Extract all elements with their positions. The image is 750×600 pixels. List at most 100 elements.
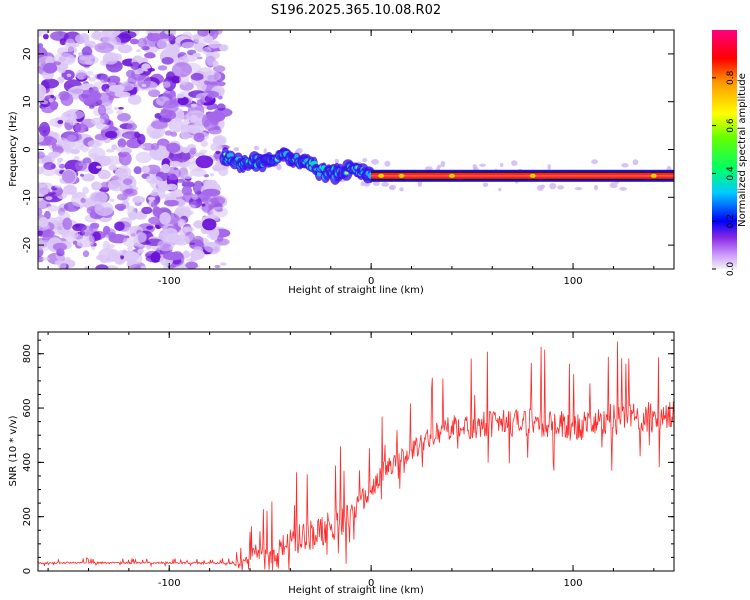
noise-blob xyxy=(204,241,221,253)
noise-blob xyxy=(147,196,156,201)
steady-tone xyxy=(371,169,674,182)
noise-blob xyxy=(161,163,171,174)
spectrogram-xlabel: Height of straight line (km) xyxy=(288,285,424,296)
y-tick-label: 400 xyxy=(22,453,33,472)
noise-blob xyxy=(215,81,226,87)
noise-blob xyxy=(130,38,139,45)
x-tick-label: -100 xyxy=(158,578,181,589)
y-tick-label: -10 xyxy=(22,189,33,205)
noise-blob xyxy=(91,245,96,251)
noise-blob xyxy=(183,173,193,180)
speckle-dot xyxy=(619,187,627,191)
noise-blob xyxy=(156,38,171,50)
noise-blob xyxy=(60,92,74,107)
x-tick-label: 100 xyxy=(564,276,583,287)
colorbar-tick-label: 0.6 xyxy=(726,118,736,133)
noise-blob xyxy=(206,105,215,111)
y-tick-label: -20 xyxy=(22,237,33,253)
noise-blob xyxy=(164,193,177,201)
noise-blob xyxy=(177,219,185,228)
speckle-dot xyxy=(424,166,433,171)
noise-blob xyxy=(49,151,61,158)
noise-blob xyxy=(215,145,223,151)
noise-blob xyxy=(94,42,114,54)
noise-blob xyxy=(43,33,49,40)
tone-hotspot xyxy=(650,173,657,178)
noise-blob xyxy=(210,206,228,218)
noise-blob xyxy=(181,41,197,49)
noise-blob xyxy=(147,32,154,37)
noise-blob xyxy=(81,46,93,57)
noise-blob xyxy=(116,91,131,98)
colorbar-tick-label: 0.4 xyxy=(726,166,736,181)
noise-blob xyxy=(72,240,78,245)
noise-blob xyxy=(210,173,214,177)
noise-blob xyxy=(64,38,76,52)
colorbar-axes: 0.0 0.2 0.4 0.6 0.8 xyxy=(712,70,736,276)
noise-blob xyxy=(169,90,176,98)
noise-blob xyxy=(100,181,111,190)
noise-blob xyxy=(190,257,198,262)
tone-center xyxy=(371,175,674,177)
snr-frame xyxy=(37,331,675,572)
noise-blob xyxy=(99,73,109,84)
noise-blob xyxy=(126,123,138,131)
noise-blob xyxy=(163,199,179,207)
noise-blob xyxy=(102,155,123,165)
noise-blob xyxy=(94,201,114,217)
noise-blob xyxy=(190,72,204,81)
noise-blob xyxy=(84,266,90,269)
noise-blob xyxy=(127,76,137,85)
noise-blob xyxy=(97,99,103,104)
noise-blob xyxy=(85,70,94,76)
figure-title: S196.2025.365.10.08.R02 xyxy=(271,3,441,18)
spectrogram-ylabel: Frequency (Hz) xyxy=(8,111,19,187)
noise-blob xyxy=(68,86,84,96)
noise-blob xyxy=(218,95,223,100)
noise-blob xyxy=(138,213,146,218)
noise-blob xyxy=(116,110,123,115)
noise-blob xyxy=(160,109,173,119)
snr-line xyxy=(38,341,674,571)
noise-blob xyxy=(141,83,147,87)
noise-blob xyxy=(57,76,65,84)
x-tick-label: 0 xyxy=(368,578,374,589)
noise-blob xyxy=(127,94,142,105)
noise-blob xyxy=(136,133,146,145)
noise-blob xyxy=(192,246,204,255)
noise-blob xyxy=(137,74,152,89)
noise-blob xyxy=(69,148,81,155)
noise-blob xyxy=(197,30,209,37)
noise-blob xyxy=(149,192,159,197)
noise-blob xyxy=(191,195,199,200)
noise-blob xyxy=(150,143,160,151)
x-tick-label: 0 xyxy=(368,276,374,287)
speckle-dot xyxy=(399,187,404,192)
noise-blob xyxy=(133,166,142,175)
snr-area xyxy=(38,341,674,571)
noise-blob xyxy=(83,75,91,79)
noise-blob xyxy=(97,104,107,116)
noise-blob xyxy=(168,119,185,133)
noise-blob xyxy=(145,250,161,259)
speckle-dot xyxy=(371,159,379,165)
noise-blob xyxy=(71,192,88,207)
noise-blob xyxy=(175,178,186,183)
speckle-dot xyxy=(632,159,639,166)
y-tick-label: 20 xyxy=(22,48,33,61)
colorbar-tick-label: 0.0 xyxy=(726,262,736,277)
noise-blob xyxy=(204,179,218,188)
tone-hotspot xyxy=(378,173,385,178)
noise-blob xyxy=(38,43,44,49)
noise-blob xyxy=(53,61,62,66)
noise-blob xyxy=(82,250,90,258)
noise-blob xyxy=(50,31,69,41)
noise-blob xyxy=(121,131,141,140)
noise-blob xyxy=(114,168,129,178)
noise-blob xyxy=(138,145,146,149)
noise-blob xyxy=(206,111,226,122)
noise-blob xyxy=(74,160,88,172)
noise-blob xyxy=(193,132,205,143)
snr-panel: -100 0 100 0 200 400 600 800 Height of straight… xyxy=(8,331,675,596)
noise-blob xyxy=(154,113,162,119)
